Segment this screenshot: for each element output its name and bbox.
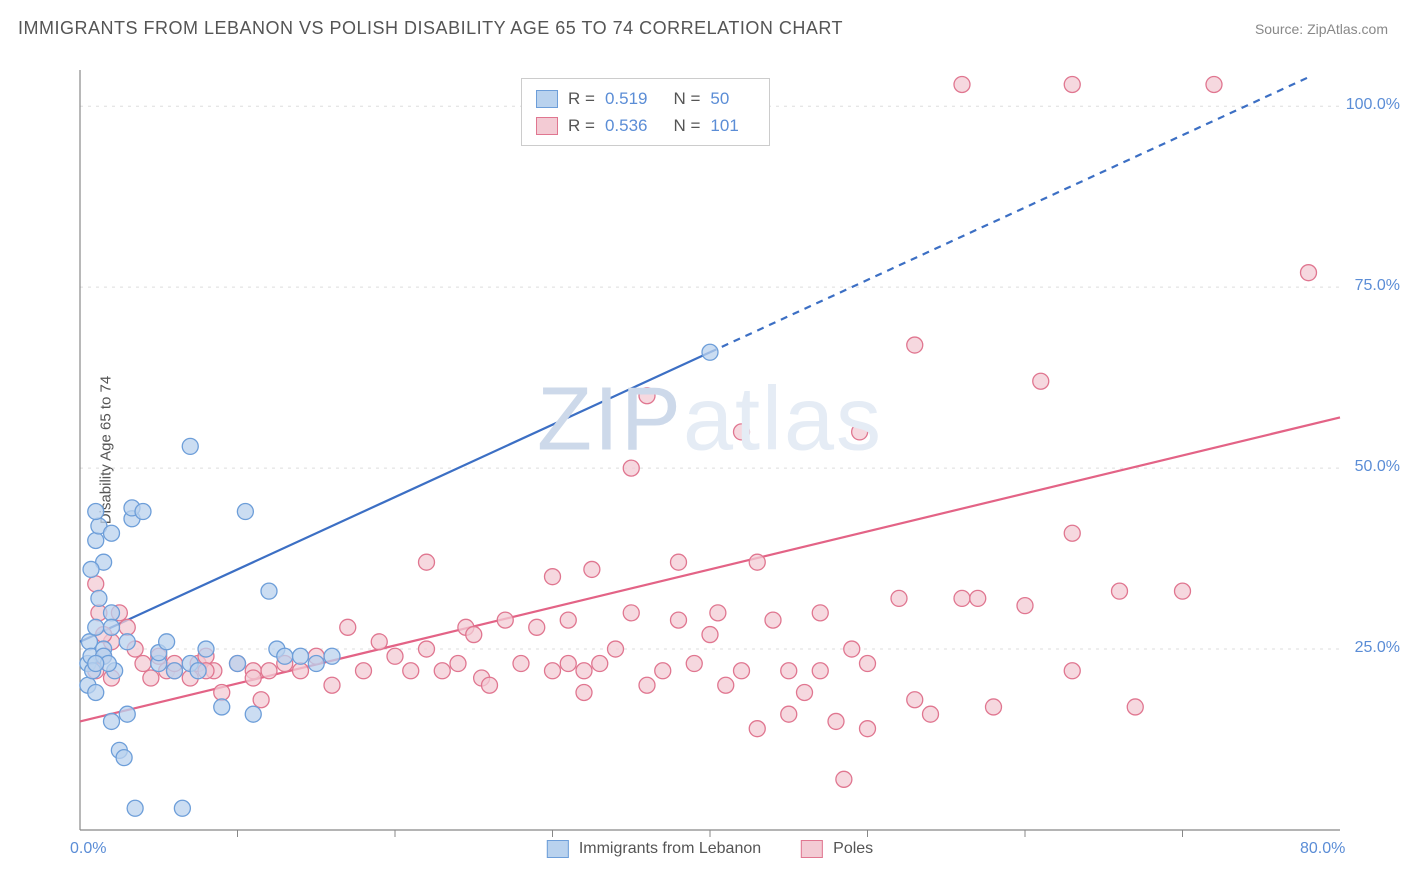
r-label: R = — [568, 112, 595, 139]
n-label: N = — [673, 85, 700, 112]
legend-swatch — [547, 840, 569, 858]
r-label: R = — [568, 85, 595, 112]
scatter-plot: ZIPatlas R = 0.519N = 50R = 0.536N = 101… — [80, 70, 1340, 830]
legend-swatch — [801, 840, 823, 858]
source-attribution: Source: ZipAtlas.com — [1255, 21, 1388, 37]
r-value: 0.519 — [605, 85, 648, 112]
chart-header: IMMIGRANTS FROM LEBANON VS POLISH DISABI… — [18, 18, 1388, 39]
source-name: ZipAtlas.com — [1307, 21, 1388, 37]
x-tick-label: 80.0% — [1300, 840, 1345, 858]
chart-area: Disability Age 65 to 74 ZIPatlas R = 0.5… — [50, 60, 1350, 840]
stats-row: R = 0.536 N = 101 — [536, 112, 755, 139]
y-tick-label: 75.0% — [1355, 277, 1400, 295]
x-tick-label: 0.0% — [70, 840, 106, 858]
legend-label: Immigrants from Lebanon — [579, 840, 761, 858]
legend-label: Poles — [833, 840, 873, 858]
stats-row: R = 0.519 N = 50 — [536, 85, 755, 112]
series-legend: Immigrants from Lebanon Poles — [547, 840, 873, 858]
y-tick-label: 100.0% — [1346, 96, 1400, 114]
plot-svg — [80, 70, 1340, 830]
n-value: 101 — [710, 112, 738, 139]
chart-title: IMMIGRANTS FROM LEBANON VS POLISH DISABI… — [18, 18, 843, 39]
series-swatch — [536, 90, 558, 108]
n-value: 50 — [710, 85, 729, 112]
legend-item: Immigrants from Lebanon — [547, 840, 761, 858]
n-label: N = — [673, 112, 700, 139]
r-value: 0.536 — [605, 112, 648, 139]
correlation-stats-box: R = 0.519 N = 50 R = 0.536 N = 101 — [521, 78, 770, 146]
y-tick-label: 50.0% — [1355, 458, 1400, 476]
legend-item: Poles — [801, 840, 873, 858]
series-swatch — [536, 117, 558, 135]
y-tick-label: 25.0% — [1355, 639, 1400, 657]
source-prefix: Source: — [1255, 21, 1307, 37]
